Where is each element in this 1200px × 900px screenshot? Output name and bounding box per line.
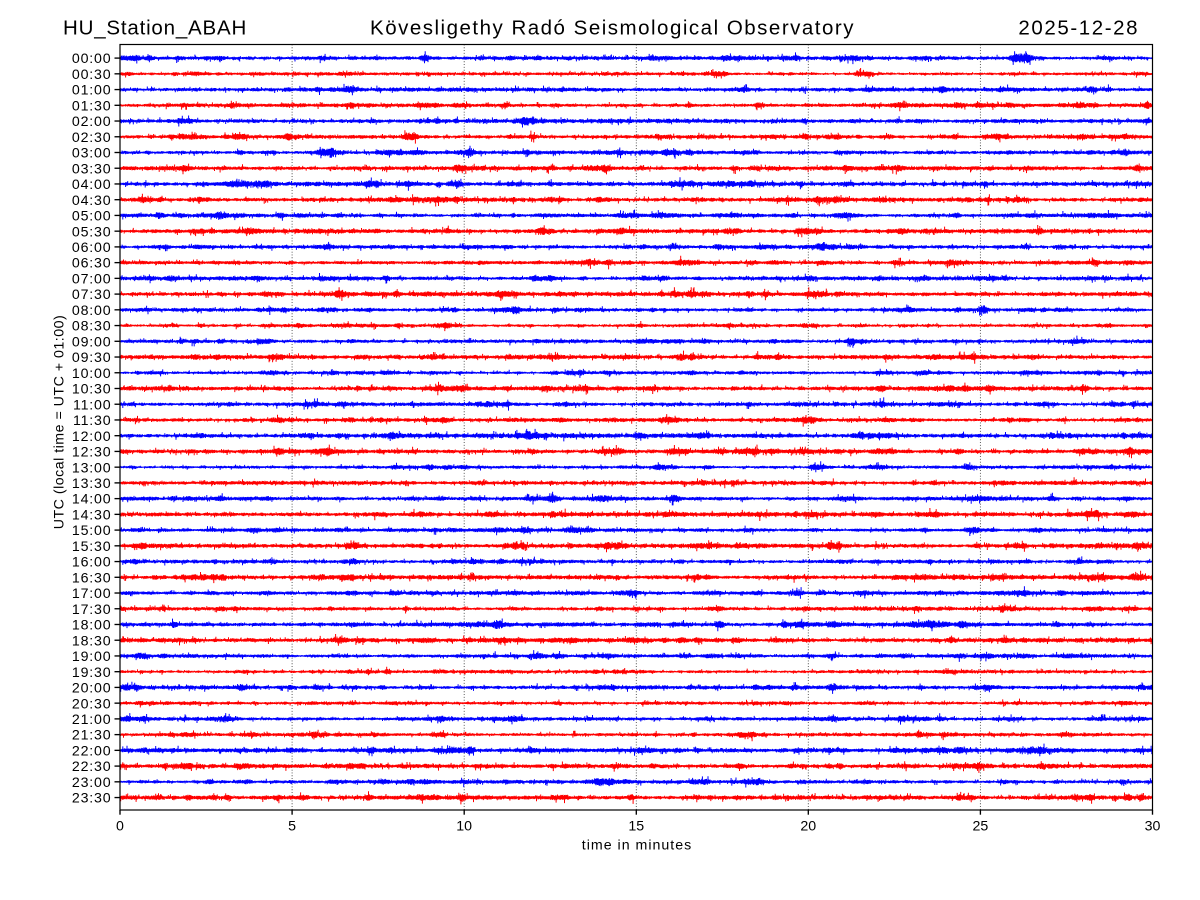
- svg-text:07:30: 07:30: [72, 287, 112, 303]
- svg-text:20: 20: [800, 819, 816, 835]
- svg-text:15:00: 15:00: [72, 523, 112, 539]
- svg-text:13:30: 13:30: [72, 476, 112, 492]
- svg-text:16:00: 16:00: [72, 555, 112, 571]
- svg-text:05:30: 05:30: [72, 224, 112, 240]
- svg-text:0: 0: [116, 819, 124, 835]
- svg-text:time in minutes: time in minutes: [582, 838, 692, 854]
- svg-text:03:00: 03:00: [72, 146, 112, 162]
- svg-text:17:00: 17:00: [72, 586, 112, 602]
- svg-text:00:00: 00:00: [72, 51, 112, 67]
- svg-text:30: 30: [1145, 819, 1161, 835]
- svg-text:08:00: 08:00: [72, 303, 112, 319]
- svg-text:11:00: 11:00: [73, 397, 111, 413]
- svg-text:01:00: 01:00: [72, 83, 112, 99]
- svg-text:Kövesligethy Radó Seismologica: Kövesligethy Radó Seismological Observat…: [370, 17, 855, 40]
- svg-text:21:30: 21:30: [72, 728, 112, 744]
- svg-text:UTC (local time = UTC + 01:00): UTC (local time = UTC + 01:00): [52, 315, 68, 529]
- svg-text:10: 10: [456, 819, 472, 835]
- svg-text:12:30: 12:30: [72, 445, 112, 461]
- svg-text:5: 5: [288, 819, 296, 835]
- svg-text:04:00: 04:00: [72, 177, 112, 193]
- svg-text:19:30: 19:30: [72, 665, 112, 681]
- svg-text:20:00: 20:00: [72, 681, 112, 697]
- svg-text:16:30: 16:30: [72, 570, 112, 586]
- svg-text:14:30: 14:30: [72, 507, 112, 523]
- svg-text:06:30: 06:30: [72, 256, 112, 272]
- svg-text:02:00: 02:00: [72, 114, 112, 130]
- svg-text:14:00: 14:00: [72, 492, 112, 508]
- svg-text:22:30: 22:30: [72, 759, 112, 775]
- svg-text:2025-12-28: 2025-12-28: [1018, 17, 1139, 40]
- svg-text:20:30: 20:30: [72, 696, 112, 712]
- svg-text:15:30: 15:30: [72, 539, 112, 555]
- svg-text:05:00: 05:00: [72, 209, 112, 225]
- svg-text:00:30: 00:30: [72, 67, 112, 83]
- svg-text:09:00: 09:00: [72, 334, 112, 350]
- svg-text:21:00: 21:00: [72, 712, 112, 728]
- svg-text:22:00: 22:00: [72, 743, 112, 759]
- svg-text:25: 25: [973, 819, 989, 835]
- svg-text:19:00: 19:00: [72, 649, 112, 665]
- svg-text:03:30: 03:30: [72, 161, 112, 177]
- svg-text:10:00: 10:00: [72, 366, 112, 382]
- svg-text:04:30: 04:30: [72, 193, 112, 209]
- svg-text:07:00: 07:00: [72, 271, 112, 287]
- svg-text:23:00: 23:00: [72, 775, 112, 791]
- svg-text:02:30: 02:30: [72, 130, 112, 146]
- svg-text:23:30: 23:30: [72, 791, 112, 807]
- svg-text:17:30: 17:30: [72, 602, 112, 618]
- svg-text:15: 15: [628, 819, 644, 835]
- svg-text:06:00: 06:00: [72, 240, 112, 256]
- svg-text:HU_Station_ABAH: HU_Station_ABAH: [63, 17, 247, 40]
- svg-text:18:00: 18:00: [72, 618, 112, 634]
- svg-text:11:30: 11:30: [73, 413, 111, 429]
- svg-text:08:30: 08:30: [72, 319, 112, 335]
- svg-text:13:00: 13:00: [72, 460, 112, 476]
- svg-text:10:30: 10:30: [72, 382, 112, 398]
- svg-text:09:30: 09:30: [72, 350, 112, 366]
- svg-text:01:30: 01:30: [72, 98, 112, 114]
- svg-text:12:00: 12:00: [72, 429, 112, 445]
- svg-text:18:30: 18:30: [72, 633, 112, 649]
